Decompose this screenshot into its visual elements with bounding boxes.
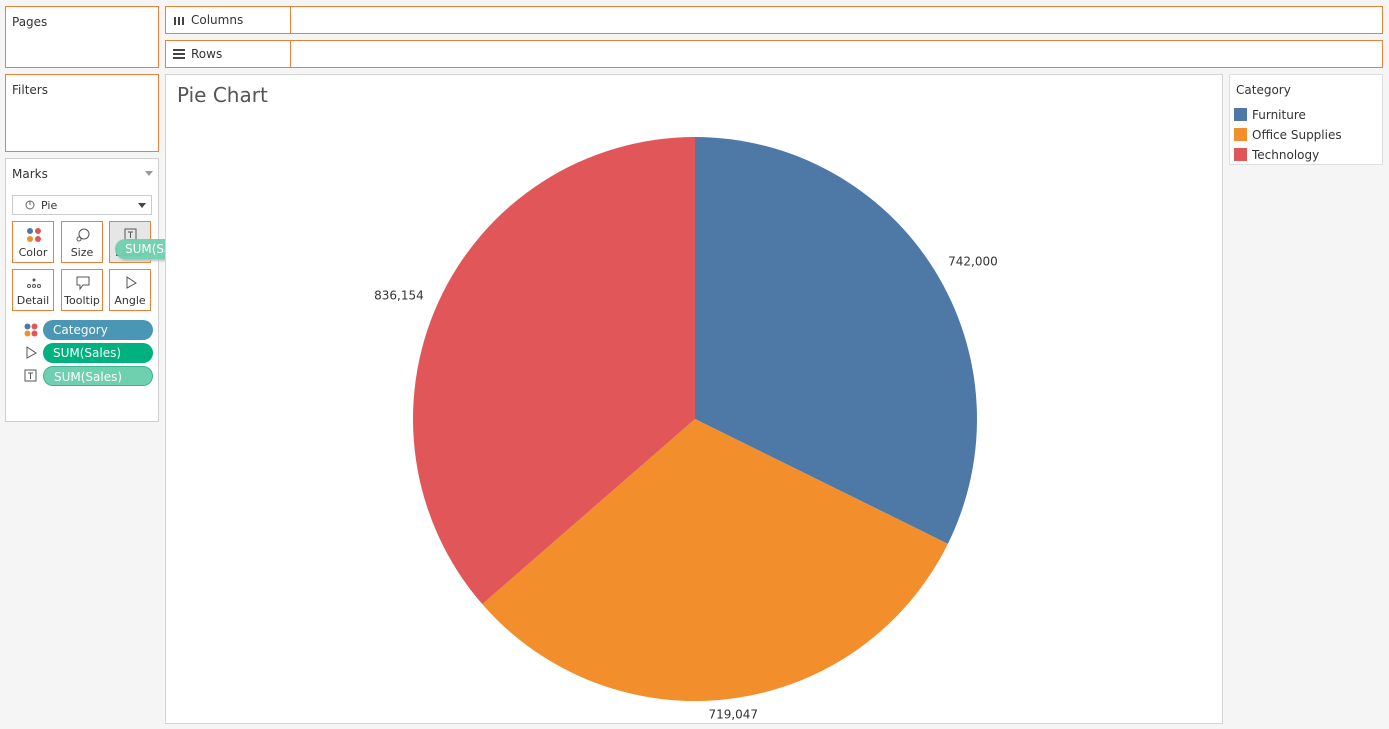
shelf-divider (290, 41, 291, 67)
color-button[interactable]: Color (12, 221, 54, 263)
label-pill[interactable]: SUM(Sales) (43, 366, 153, 386)
columns-label: Columns (191, 13, 244, 27)
angle-icon (126, 276, 137, 289)
legend-swatch (1234, 128, 1247, 141)
legend-swatch (1234, 148, 1247, 161)
shelf-divider (290, 7, 291, 33)
pie-slice (413, 136, 695, 605)
pie-icon (25, 200, 35, 210)
button-label: Detail (16, 294, 50, 307)
pages-label: Pages (12, 15, 48, 29)
collapse-arrow[interactable] (145, 171, 153, 177)
columns-icon (174, 17, 184, 25)
tooltip-icon (76, 276, 90, 291)
legend-label: Office Supplies (1252, 128, 1342, 142)
mark-type-dropdown[interactable]: Pie (12, 195, 152, 215)
button-label: Tooltip (64, 294, 100, 307)
dropdown-arrow (138, 203, 146, 208)
pages-shelf[interactable]: Pages (5, 6, 159, 68)
value-label: 836,154 (374, 289, 424, 303)
legend-label: Technology (1252, 148, 1320, 162)
angle-icon (26, 346, 37, 359)
rows-label: Rows (191, 47, 223, 61)
category-pill[interactable]: Category (43, 320, 153, 340)
size-icon (76, 228, 90, 242)
tooltip-button[interactable]: Tooltip (61, 269, 103, 311)
chart-title: Pie Chart (177, 83, 268, 107)
legend-swatch (1234, 108, 1247, 121)
marks-card: Marks Pie Color Size Label Detail Toolti… (5, 158, 159, 422)
angle-pill[interactable]: SUM(Sales) (43, 343, 153, 363)
rows-icon (173, 49, 185, 59)
legend: Category Furniture Office Supplies Technol… (1229, 74, 1383, 165)
marks-title: Marks (12, 167, 48, 181)
chart: Pie Chart 742,000 719,047 836,154 (165, 74, 1223, 724)
mark-type: Pie (41, 199, 58, 212)
button-label: Color (18, 246, 48, 259)
value-label: 719,047 (708, 708, 758, 722)
legend-title: Category (1236, 83, 1291, 97)
value-label: 742,000 (948, 255, 998, 269)
label-icon (24, 369, 37, 382)
angle-button[interactable]: Angle (109, 269, 151, 311)
detail-icon (27, 278, 41, 288)
filters-label: Filters (12, 83, 48, 97)
color-icon (24, 323, 38, 337)
detail-button[interactable]: Detail (12, 269, 54, 311)
pie-slice (482, 419, 948, 701)
color-icon (27, 228, 41, 242)
legend-label: Furniture (1252, 108, 1306, 122)
button-label: Size (70, 246, 94, 259)
button-label: Angle (114, 294, 146, 307)
columns-shelf[interactable]: Columns (165, 6, 1383, 34)
filters-shelf[interactable]: Filters (5, 74, 159, 152)
pie-slice (695, 137, 977, 544)
rows-shelf[interactable]: Rows (165, 40, 1383, 68)
size-button[interactable]: Size (61, 221, 103, 263)
